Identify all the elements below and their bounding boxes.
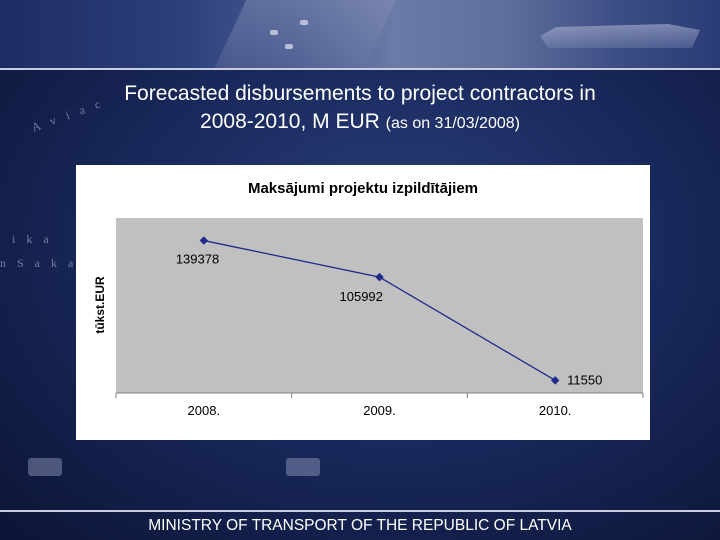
title-date-note: (as on 31/03/2008) xyxy=(385,115,520,132)
ship-icon xyxy=(28,458,62,476)
banner-car-graphic xyxy=(270,30,278,35)
banner-car-graphic xyxy=(300,20,308,25)
banner-car-graphic xyxy=(285,44,293,49)
title-line-2: 2008-2010, M EUR (as on 31/03/2008) xyxy=(20,108,700,138)
x-tick-label: 2009. xyxy=(363,403,396,418)
x-tick-label: 2010. xyxy=(539,403,572,418)
data-label: 105992 xyxy=(340,289,383,304)
train-icon xyxy=(286,458,320,476)
data-point-marker xyxy=(199,236,209,245)
banner-ship-graphic xyxy=(540,24,700,48)
data-point-marker xyxy=(550,376,560,385)
data-label: 139378 xyxy=(176,252,219,267)
chart-title: Maksājumi projektu izpildītājiem xyxy=(248,180,478,197)
title-line-1: Forecasted disbursements to project cont… xyxy=(124,82,596,105)
chart-container: Maksājumi projektu izpildītājiem tūkst.E… xyxy=(76,165,650,440)
y-axis-label: tūkst.EUR xyxy=(93,276,107,334)
banner-road-graphic xyxy=(213,0,397,68)
page-title: Forecasted disbursements to project cont… xyxy=(20,80,700,138)
footer-divider xyxy=(0,510,720,512)
x-tick-label: 2008. xyxy=(188,403,221,418)
footer-text: MINISTRY OF TRANSPORT OF THE REPUBLIC OF… xyxy=(148,517,572,534)
decor-text: i k a xyxy=(12,232,53,246)
data-label: 11550 xyxy=(567,372,602,387)
data-point-marker xyxy=(375,272,384,282)
title-range: 2008-2010, M EUR xyxy=(200,110,380,133)
plot-area xyxy=(116,218,643,393)
line-chart: Maksājumi projektu izpildītājiem tūkst.E… xyxy=(93,180,644,418)
header-banner xyxy=(0,0,720,70)
